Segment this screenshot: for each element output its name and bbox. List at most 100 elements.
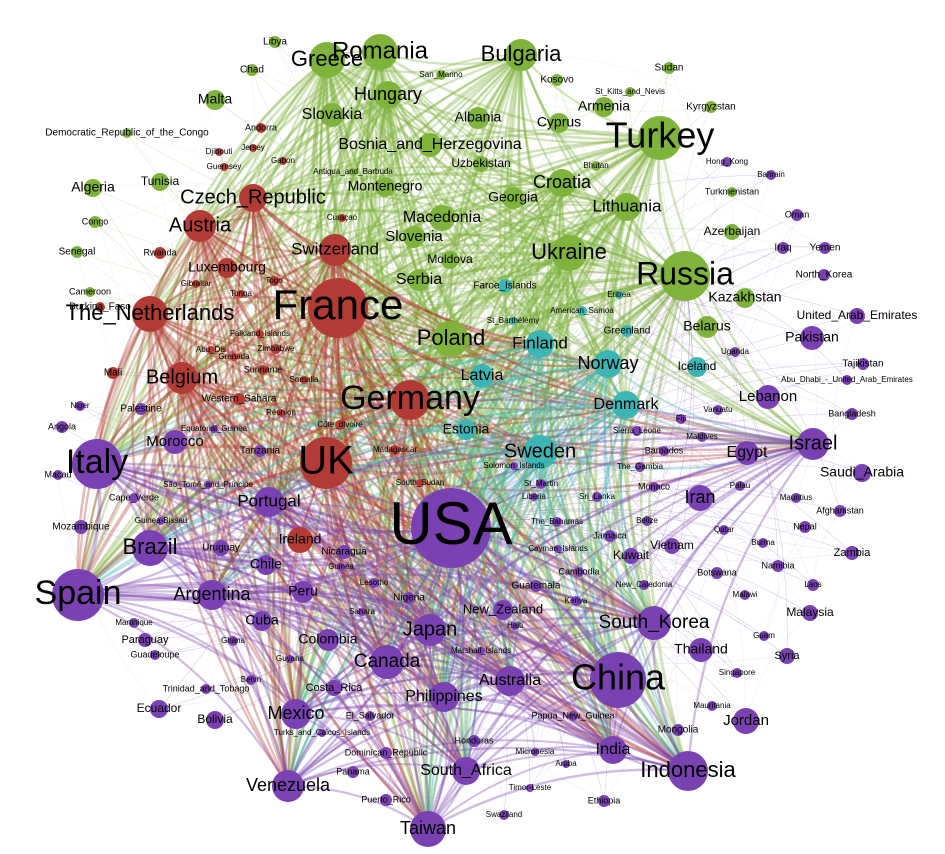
strong-edge: [211, 593, 689, 772]
node: [594, 350, 622, 378]
strong-edge: [520, 54, 628, 208]
strong-edge: [181, 343, 541, 392]
node: [577, 306, 587, 316]
edge: [260, 127, 797, 499]
strong-edge: [294, 54, 522, 715]
edge: [149, 451, 541, 550]
edge: [343, 551, 537, 589]
strong-edge: [96, 337, 452, 466]
strong-edge: [148, 313, 619, 682]
strong-edge: [539, 442, 814, 470]
strong-edge: [96, 398, 814, 466]
node: [85, 287, 95, 297]
node-label: Mauritania: [693, 701, 731, 710]
strong-edge: [443, 442, 814, 698]
strong-edge: [539, 206, 628, 453]
strong-edge: [443, 206, 628, 698]
edge: [337, 302, 698, 368]
strong-edge: [96, 53, 522, 465]
node: [495, 666, 525, 696]
strong-edge: [148, 337, 452, 549]
node-label: Bulgaria: [481, 41, 562, 66]
strong-edge: [342, 51, 430, 830]
node: [664, 538, 680, 554]
strong-edge: [387, 94, 614, 751]
node: [375, 177, 395, 197]
strong-edge: [77, 593, 289, 787]
edge: [144, 527, 452, 641]
strong-edge: [76, 306, 339, 596]
strong-edge: [378, 51, 686, 278]
edge: [509, 275, 686, 682]
strong-edge: [427, 768, 689, 831]
node-label: The_Bahamas: [531, 517, 583, 526]
strong-edge: [409, 274, 686, 402]
strong-edge: [379, 51, 614, 751]
strong-edge: [325, 462, 655, 625]
edge: [77, 548, 559, 612]
strong-edge: [356, 51, 432, 631]
node: [735, 481, 745, 491]
edge: [684, 275, 841, 512]
node: [292, 581, 314, 603]
node-label: Latvia: [461, 367, 504, 384]
strong-edge: [149, 313, 609, 379]
edge: [385, 796, 505, 816]
node-label: Zimbabwe: [258, 344, 295, 353]
edge: [413, 236, 725, 531]
strong-edge: [287, 404, 627, 787]
strong-edge: [568, 252, 814, 446]
node-label: Kazakhstan: [708, 289, 781, 305]
node-label: Czech_Republic: [180, 186, 326, 208]
edge: [337, 307, 853, 554]
node: [151, 173, 169, 191]
node: [370, 645, 404, 679]
strong-edge: [77, 593, 297, 715]
strong-edge: [278, 51, 381, 715]
strong-edge: [400, 338, 453, 830]
strong-edge: [428, 182, 563, 631]
node-label: Ghana: [221, 636, 246, 645]
strong-edge: [603, 363, 655, 624]
edge: [745, 612, 811, 722]
strong-edge: [409, 399, 614, 751]
node: [272, 770, 304, 802]
edge: [57, 275, 686, 476]
edge: [92, 187, 452, 529]
strong-edge: [287, 739, 614, 787]
node-label: Guam: [753, 631, 775, 640]
strong-edge: [325, 182, 563, 464]
edge: [386, 363, 864, 663]
edge: [675, 214, 798, 731]
strong-edge: [211, 450, 541, 596]
strong-edge: [148, 313, 689, 773]
strong-edge: [350, 94, 429, 830]
strong-edge: [287, 746, 689, 788]
node: [326, 680, 342, 696]
strong-edge: [326, 58, 661, 141]
strong-edge: [379, 51, 628, 208]
strong-edge: [252, 197, 614, 751]
edge: [214, 99, 713, 707]
node: [254, 487, 284, 517]
edge: [539, 294, 620, 453]
edge: [539, 451, 814, 586]
strong-edge: [560, 182, 609, 365]
strong-edge: [181, 94, 389, 379]
node-label: Nigeria: [393, 593, 425, 604]
strong-edge: [450, 206, 628, 529]
strong-edge: [268, 501, 431, 631]
node-label: Jersey: [241, 143, 265, 152]
strong-edge: [426, 137, 662, 830]
node: [72, 439, 122, 489]
strong-edge: [211, 594, 290, 787]
strong-edge: [387, 94, 541, 345]
edge: [149, 547, 335, 689]
strong-edge: [408, 399, 619, 682]
node-label: Guatemala: [512, 581, 561, 592]
strong-edge: [198, 225, 445, 698]
strong-edge: [148, 313, 289, 787]
edge: [99, 306, 339, 326]
strong-edge: [509, 680, 689, 773]
node-label: New_Caledonia: [616, 580, 673, 589]
